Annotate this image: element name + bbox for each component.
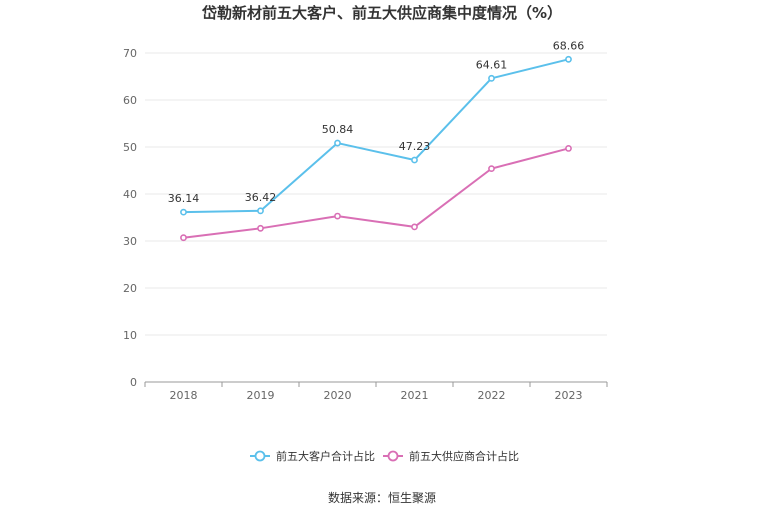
- x-tick-label: 2022: [478, 389, 506, 402]
- y-tick-label: 40: [123, 188, 137, 201]
- data-point[interactable]: [488, 74, 495, 82]
- y-tick-label: 20: [123, 282, 137, 295]
- x-tick-label: 2018: [170, 389, 198, 402]
- data-label: 36.42: [245, 191, 277, 204]
- legend-label[interactable]: 前五大供应商合计占比: [409, 449, 519, 463]
- series-layer: 36.14 36.42 50.84 47.23 64.61 68.66: [168, 39, 585, 242]
- x-tick-label: 2023: [555, 389, 583, 402]
- y-tick-label: 50: [123, 141, 137, 154]
- data-label: 36.14: [168, 192, 200, 205]
- series-line: [183, 147, 569, 239]
- y-tick-label: 60: [123, 94, 137, 107]
- data-point[interactable]: [411, 223, 418, 231]
- y-tick-label: 30: [123, 235, 137, 248]
- data-point[interactable]: [257, 224, 264, 232]
- legend[interactable]: 前五大客户合计占比 前五大供应商合计占比: [250, 449, 519, 463]
- series-line: [183, 58, 569, 214]
- axes: 0 10 20 30 40 50 60 70 2018 2019 2020 2021 2022 2023: [123, 47, 608, 402]
- data-point[interactable]: [565, 55, 572, 63]
- data-label: 68.66: [553, 39, 585, 52]
- y-tick-label: 70: [123, 47, 137, 60]
- data-label: 47.23: [399, 140, 431, 153]
- chart-title: 岱勒新材前五大客户、前五大供应商集中度情况（%）: [201, 4, 562, 22]
- x-tick-label: 2021: [401, 389, 429, 402]
- y-tick-label: 10: [123, 329, 137, 342]
- legend-marker: [387, 450, 399, 462]
- data-point[interactable]: [488, 165, 495, 173]
- data-point[interactable]: [257, 207, 264, 215]
- grid: [145, 52, 607, 336]
- data-point[interactable]: [565, 145, 572, 152]
- data-label: 64.61: [476, 58, 508, 71]
- x-tick-label: 2019: [247, 389, 275, 402]
- data-label: 50.84: [322, 123, 354, 136]
- data-point[interactable]: [180, 234, 187, 242]
- x-tick-label: 2020: [324, 389, 352, 402]
- data-point[interactable]: [334, 212, 341, 220]
- y-tick-label: 0: [130, 376, 137, 389]
- data-point[interactable]: [411, 156, 418, 164]
- data-point[interactable]: [334, 139, 341, 147]
- data-point[interactable]: [180, 208, 187, 216]
- legend-marker: [254, 450, 266, 462]
- legend-label[interactable]: 前五大客户合计占比: [276, 449, 375, 463]
- source-label: 数据来源：恒生聚源: [328, 490, 436, 505]
